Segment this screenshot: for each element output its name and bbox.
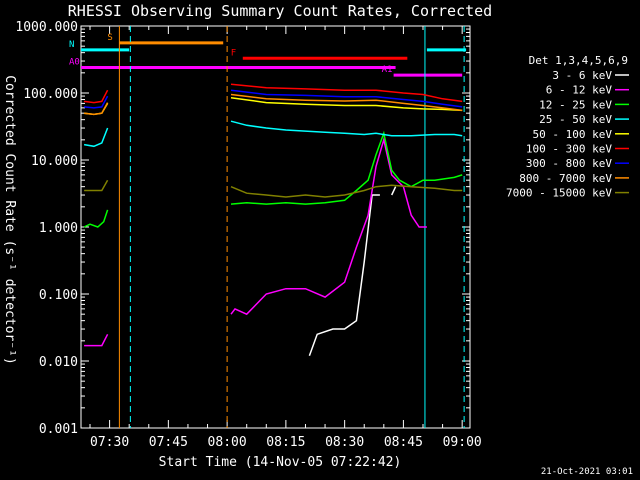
series-line bbox=[84, 95, 109, 109]
legend-entry-label: 800 - 7000 keV bbox=[519, 172, 612, 185]
legend-entry-label: 100 - 300 keV bbox=[526, 143, 612, 156]
annotation-label: N bbox=[69, 40, 74, 50]
y-tick-label: 0.100 bbox=[39, 288, 78, 303]
series-line bbox=[84, 89, 109, 104]
series-line bbox=[230, 93, 463, 112]
legend-entry-label: 7000 - 15000 keV bbox=[506, 187, 612, 200]
series-lines bbox=[83, 83, 463, 356]
series-line bbox=[230, 96, 463, 112]
x-tick-label: 08:45 bbox=[384, 435, 423, 450]
chart-title: RHESSI Observing Summary Count Rates, Co… bbox=[68, 2, 492, 20]
series-line bbox=[83, 209, 109, 228]
x-tick-label: 08:15 bbox=[266, 435, 305, 450]
series-line bbox=[84, 102, 109, 116]
legend-entry-label: 6 - 12 keV bbox=[546, 84, 613, 97]
legend-entry-label: 3 - 6 keV bbox=[552, 69, 612, 82]
annotation-label: A1 bbox=[382, 65, 393, 75]
y-tick-label: 10.000 bbox=[31, 154, 78, 169]
plot-frame bbox=[80, 25, 471, 429]
annotation-label: A0 bbox=[69, 58, 80, 68]
y-tick-label: 0.001 bbox=[39, 422, 78, 437]
x-tick-label: 08:30 bbox=[325, 435, 364, 450]
annotation-bars: S N F A0 A1 bbox=[69, 33, 467, 77]
legend-title: Det 1,3,4,5,6,9 bbox=[529, 54, 628, 67]
time-markers bbox=[118, 26, 465, 428]
legend-entry-label: 12 - 25 keV bbox=[539, 98, 612, 111]
series-line bbox=[84, 333, 109, 347]
legend-entry-label: 50 - 100 keV bbox=[533, 128, 613, 141]
y-axis-label: Corrected Count Rate (s⁻¹ detector⁻¹) bbox=[2, 75, 17, 365]
annotation-label: F bbox=[231, 48, 236, 58]
series-line bbox=[230, 184, 463, 198]
x-tick-label: 07:45 bbox=[149, 435, 188, 450]
annotation-label: S bbox=[107, 33, 112, 43]
y-tick-label: 1000.000 bbox=[15, 20, 78, 35]
series-line bbox=[230, 130, 463, 205]
y-tick-label: 100.000 bbox=[23, 87, 78, 102]
legend-entry-label: 25 - 50 keV bbox=[539, 113, 612, 126]
series-line bbox=[84, 179, 109, 192]
x-tick-label: 08:00 bbox=[208, 435, 247, 450]
footer-timestamp: 21-Oct-2021 03:01 bbox=[541, 467, 633, 477]
series-line bbox=[230, 83, 463, 103]
legend-entry-label: 300 - 800 keV bbox=[526, 157, 612, 170]
axis-ticks: 0.001 0.010 0.100 1.000 10.000 100.000 1000.00… bbox=[15, 20, 481, 450]
y-tick-label: 1.000 bbox=[39, 221, 78, 236]
series-line bbox=[391, 186, 397, 196]
series-line bbox=[230, 89, 463, 108]
y-tick-label: 0.010 bbox=[39, 355, 78, 370]
x-tick-label: 07:30 bbox=[90, 435, 129, 450]
series-line bbox=[308, 194, 380, 356]
series-line bbox=[230, 120, 463, 137]
x-tick-label: 09:00 bbox=[443, 435, 482, 450]
series-line bbox=[83, 127, 109, 148]
series-line bbox=[230, 136, 427, 316]
x-axis-label: Start Time (14-Nov-05 07:22:42) bbox=[159, 455, 402, 470]
